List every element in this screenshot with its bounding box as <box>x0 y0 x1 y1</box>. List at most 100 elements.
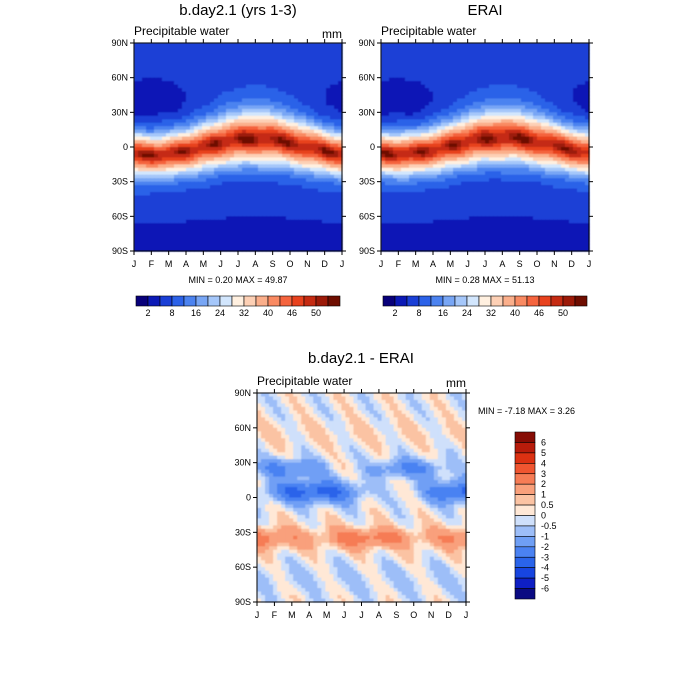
contour-cell <box>206 98 211 103</box>
contour-cell <box>409 122 414 127</box>
contour-cell <box>174 70 179 75</box>
contour-cell <box>210 98 215 103</box>
contour-cell <box>186 95 191 100</box>
contour-cell <box>565 136 570 141</box>
contour-cell <box>453 63 458 68</box>
contour-cell <box>178 185 183 190</box>
contour-cell <box>397 119 402 124</box>
contour-cell <box>581 143 586 148</box>
contour-cell <box>481 88 486 93</box>
contour-cell <box>218 167 223 172</box>
contour-cell <box>513 112 518 117</box>
contour-cell <box>186 143 191 148</box>
contour-cell <box>525 98 530 103</box>
contour-cell <box>521 147 526 152</box>
contour-cell <box>477 157 482 162</box>
contour-cell <box>206 195 211 200</box>
contour-cell <box>210 178 215 183</box>
contour-cell <box>577 60 582 65</box>
contour-cell <box>218 247 223 252</box>
contour-cell <box>202 140 207 145</box>
contour-cell <box>218 129 223 134</box>
contour-cell <box>298 164 303 169</box>
contour-cell <box>186 247 191 252</box>
contour-cell <box>517 74 522 79</box>
contour-cell <box>310 219 315 224</box>
contour-cell <box>318 60 323 65</box>
x-tick-label: N <box>304 259 311 269</box>
contour-cell <box>314 119 319 124</box>
contour-cell <box>254 140 259 145</box>
contour-cell <box>445 101 450 106</box>
contour-cell <box>338 60 343 65</box>
contour-cell <box>314 205 319 210</box>
contour-cell <box>537 157 542 162</box>
contour-cell <box>473 147 478 152</box>
contour-cell <box>389 105 394 110</box>
contour-cell <box>409 105 414 110</box>
contour-cell <box>142 160 147 165</box>
contour-cell <box>210 108 215 113</box>
contour-cell <box>417 119 422 124</box>
contour-cell <box>138 153 143 158</box>
contour-cell <box>278 237 283 242</box>
contour-cell <box>142 171 147 176</box>
contour-cell <box>234 202 239 207</box>
contour-cell <box>282 122 287 127</box>
contour-cell <box>234 84 239 89</box>
contour-cell <box>230 43 235 48</box>
contour-cell <box>513 91 518 96</box>
contour-cell <box>138 119 143 124</box>
contour-cell <box>433 105 438 110</box>
contour-cell <box>581 108 586 113</box>
contour-cell <box>322 157 327 162</box>
contour-cell <box>174 199 179 204</box>
contour-cell <box>230 46 235 51</box>
contour-cell <box>501 88 506 93</box>
contour-cell <box>397 133 402 138</box>
contour-cell <box>493 67 498 72</box>
contour-cell <box>557 105 562 110</box>
contour-cell <box>541 147 546 152</box>
contour-cell <box>318 140 323 145</box>
contour-cell <box>493 101 498 106</box>
contour-cell <box>318 147 323 152</box>
contour-cell <box>202 223 207 228</box>
contour-cell <box>258 67 263 72</box>
contour-cell <box>417 77 422 82</box>
contour-cell <box>190 53 195 58</box>
contour-cell <box>322 60 327 65</box>
contour-cell <box>238 108 243 113</box>
contour-cell <box>453 56 458 61</box>
contour-cell <box>246 133 251 138</box>
contour-cell <box>166 153 171 158</box>
contour-cell <box>413 74 418 79</box>
contour-cell <box>401 122 406 127</box>
contour-cell <box>270 119 275 124</box>
contour-cell <box>557 67 562 72</box>
contour-cell <box>421 56 426 61</box>
contour-cell <box>338 160 343 165</box>
contour-cell <box>150 164 155 169</box>
contour-cell <box>521 56 526 61</box>
contour-cell <box>310 192 315 197</box>
contour-cell <box>545 49 550 54</box>
contour-cell <box>489 74 494 79</box>
contour-cell <box>138 122 143 127</box>
contour-cell <box>226 60 231 65</box>
contour-cell <box>178 240 183 245</box>
contour-cell <box>302 49 307 54</box>
contour-cell <box>389 49 394 54</box>
contour-cell <box>162 226 167 231</box>
contour-cell <box>298 49 303 54</box>
contour-cell <box>429 43 434 48</box>
contour-cell <box>433 56 438 61</box>
contour-cell <box>166 188 171 193</box>
contour-cell <box>330 192 335 197</box>
contour-cell <box>202 153 207 158</box>
contour-cell <box>330 185 335 190</box>
contour-cell <box>561 140 566 145</box>
contour-cell <box>290 205 295 210</box>
contour-cell <box>250 43 255 48</box>
contour-cell <box>557 70 562 75</box>
